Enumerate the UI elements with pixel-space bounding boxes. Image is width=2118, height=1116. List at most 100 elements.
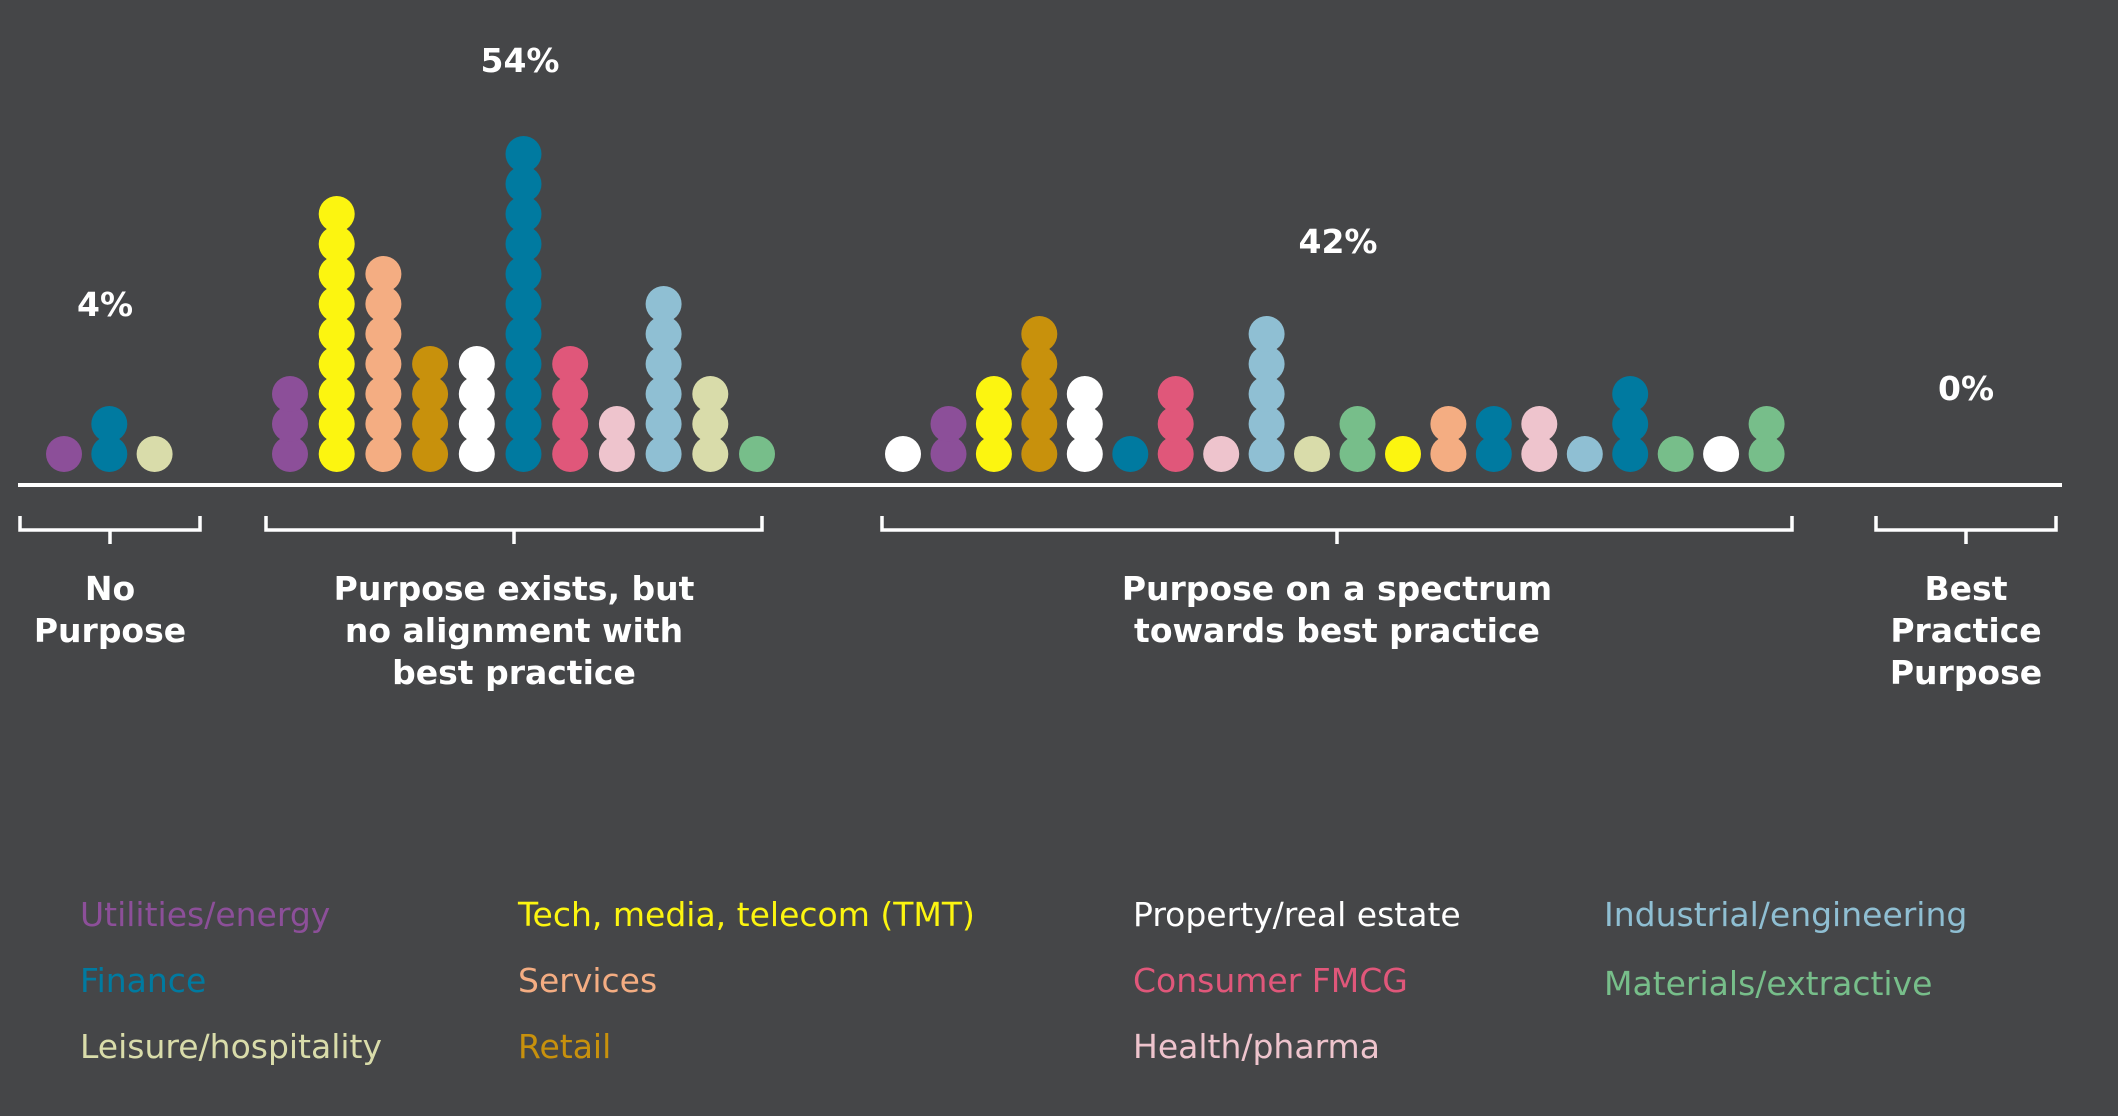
dot-property <box>885 436 921 472</box>
group-label-line: Purpose exists, but <box>334 569 695 608</box>
dot-utilities <box>930 406 967 442</box>
group-bracket <box>1874 516 2058 544</box>
dot-property <box>1066 406 1103 442</box>
dot-retail <box>1021 436 1058 472</box>
legend-item-finance: Finance <box>80 961 206 1000</box>
dot-finance <box>1612 436 1649 472</box>
dot-services <box>365 256 402 292</box>
dot-retail <box>1021 406 1058 442</box>
legend-item-consumer: Consumer FMCG <box>1133 961 1408 1000</box>
dot-retail <box>1021 346 1058 382</box>
dot-health <box>598 406 635 442</box>
percent-label: 0% <box>1938 369 1994 408</box>
dot-industrial <box>645 436 682 472</box>
dot-services <box>365 436 402 472</box>
dot-utilities <box>46 436 82 472</box>
dot-tmt <box>318 346 355 382</box>
dot-consumer <box>1157 436 1194 472</box>
dot-consumer <box>552 436 589 472</box>
group-percentages: 4% 54% 42% 0% <box>77 41 1994 408</box>
dot-industrial <box>1248 436 1285 472</box>
dot-utilities <box>272 376 308 412</box>
dot-finance <box>505 286 542 322</box>
dot-health <box>1521 436 1558 472</box>
dot-property <box>458 436 495 472</box>
dot-property <box>1066 376 1103 412</box>
dot-leisure <box>692 376 729 412</box>
dot-finance <box>505 436 542 472</box>
group-label-line: no alignment with <box>345 611 683 650</box>
legend-item-services: Services <box>518 961 657 1000</box>
dot-finance <box>505 196 542 232</box>
dot-tmt <box>318 226 355 262</box>
group-bracket <box>18 516 202 544</box>
dot-leisure <box>1294 436 1330 472</box>
dot-utilities <box>930 436 967 472</box>
dot-services <box>365 346 402 382</box>
legend-item-health: Health/pharma <box>1133 1027 1380 1066</box>
dot-tmt <box>318 376 355 412</box>
dot-utilities <box>272 406 308 442</box>
dot-retail <box>1021 376 1058 412</box>
dot-retail <box>412 346 449 382</box>
group-label-line: best practice <box>392 653 636 692</box>
group-brackets <box>18 516 2058 544</box>
dot-industrial <box>645 376 682 412</box>
group-bracket <box>880 516 1794 544</box>
dot-health <box>1521 406 1558 442</box>
dot-columns <box>46 136 1785 472</box>
dot-property <box>458 346 495 382</box>
group-label-line: Purpose <box>34 611 186 650</box>
dot-leisure <box>692 406 729 442</box>
dot-finance <box>91 436 128 472</box>
dot-finance <box>1612 406 1649 442</box>
group-label-line: Purpose <box>1890 653 2042 692</box>
dot-tmt <box>318 316 355 352</box>
legend: Utilities/energy Finance Leisure/hospitali… <box>80 895 1967 1066</box>
dot-finance <box>1475 436 1512 472</box>
dot-services <box>365 406 402 442</box>
dot-finance <box>505 166 542 202</box>
legend-item-industrial: Industrial/engineering <box>1604 895 1967 934</box>
dot-industrial <box>1248 316 1285 352</box>
dot-finance <box>1112 436 1149 472</box>
dot-consumer <box>1157 376 1194 412</box>
dot-industrial <box>645 286 682 322</box>
dot-tmt <box>318 436 355 472</box>
legend-item-property: Property/real estate <box>1133 895 1461 934</box>
legend-item-tmt: Tech, media, telecom (TMT) <box>517 895 975 934</box>
dot-tmt <box>1385 436 1421 472</box>
dot-tmt <box>975 376 1012 412</box>
dot-retail <box>412 436 449 472</box>
dot-property <box>1066 436 1103 472</box>
dot-finance <box>91 406 128 442</box>
percent-label: 42% <box>1299 222 1378 261</box>
dot-industrial <box>1248 376 1285 412</box>
dot-services <box>365 376 402 412</box>
group-label-line: No <box>85 569 135 608</box>
dot-property <box>458 376 495 412</box>
group-label-line: Purpose on a spectrum <box>1122 569 1552 608</box>
group-label-line: towards best practice <box>1134 611 1540 650</box>
dot-consumer <box>552 406 589 442</box>
dot-industrial <box>645 316 682 352</box>
dot-finance <box>505 136 542 172</box>
dot-services <box>1430 406 1467 442</box>
dot-industrial <box>1248 346 1285 382</box>
dot-finance <box>505 226 542 262</box>
dot-property <box>458 406 495 442</box>
dot-tmt <box>318 286 355 322</box>
legend-item-retail: Retail <box>518 1027 611 1066</box>
dot-materials <box>739 436 775 472</box>
dot-industrial <box>1566 436 1603 472</box>
group-label-line: Practice <box>1890 611 2041 650</box>
percent-label: 54% <box>481 41 560 80</box>
dot-leisure <box>136 436 173 472</box>
dot-tmt <box>975 406 1012 442</box>
group-label-line: Best <box>1925 569 2008 608</box>
dot-finance <box>505 256 542 292</box>
legend-item-leisure: Leisure/hospitality <box>80 1027 382 1066</box>
dot-materials <box>1339 406 1376 442</box>
